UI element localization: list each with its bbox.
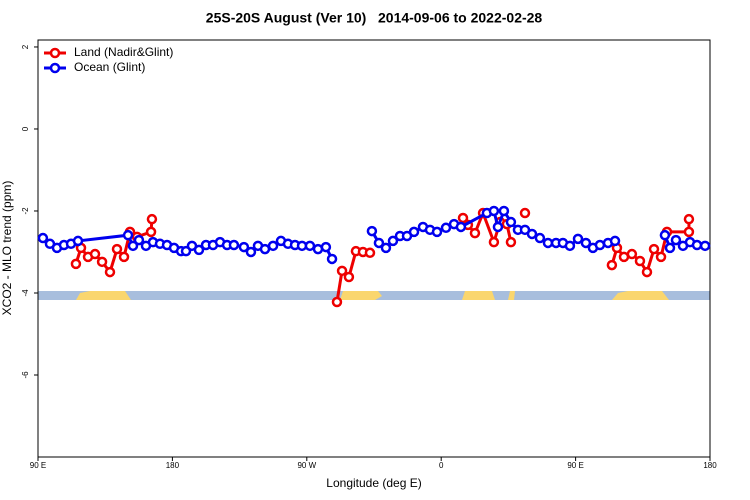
- data-point: [683, 213, 695, 225]
- land-band: [508, 291, 515, 300]
- data-point: [634, 255, 646, 267]
- x-tick-label: 90 E: [567, 461, 583, 470]
- x-axis-label: Longitude (deg E): [326, 476, 421, 490]
- data-point: [594, 239, 606, 251]
- data-point: [336, 265, 348, 277]
- data-point: [37, 232, 49, 244]
- data-point: [664, 242, 676, 254]
- data-point: [96, 256, 108, 268]
- plot-frame: [37, 39, 711, 458]
- legend-marker: [49, 62, 61, 74]
- data-point: [534, 232, 546, 244]
- data-point: [122, 229, 134, 241]
- data-point: [259, 243, 271, 255]
- data-point: [326, 253, 338, 265]
- data-point: [519, 207, 531, 219]
- data-point: [89, 248, 101, 260]
- data-point: [238, 241, 250, 253]
- data-point: [331, 296, 343, 308]
- data-point: [267, 240, 279, 252]
- data-point: [127, 240, 139, 252]
- data-point: [304, 240, 316, 252]
- x-tick-label: 0: [439, 461, 444, 470]
- data-point: [228, 239, 240, 251]
- land-band: [612, 291, 669, 300]
- data-point: [408, 226, 420, 238]
- data-point: [505, 216, 517, 228]
- data-point: [366, 225, 378, 237]
- y-tick-label: -2: [21, 207, 30, 215]
- data-point: [670, 234, 682, 246]
- land-band: [462, 291, 495, 300]
- surface-band: [38, 291, 710, 300]
- chart-title: 25S-20S August (Ver 10) 2014-09-06 to 20…: [206, 10, 543, 26]
- data-point: [70, 258, 82, 270]
- data-point: [387, 235, 399, 247]
- data-point: [364, 247, 376, 259]
- data-point: [626, 248, 638, 260]
- data-point: [609, 235, 621, 247]
- data-point: [699, 240, 711, 252]
- data-point: [133, 234, 145, 246]
- data-point: [431, 226, 443, 238]
- x-tick-label: 90 E: [30, 461, 46, 470]
- data-point: [380, 242, 392, 254]
- data-point: [193, 244, 205, 256]
- data-point: [606, 259, 618, 271]
- legend-label: Ocean (Glint): [74, 60, 145, 74]
- data-point: [580, 237, 592, 249]
- data-point: [691, 239, 703, 251]
- data-point: [648, 243, 660, 255]
- data-point: [118, 251, 130, 263]
- land-band: [340, 291, 382, 300]
- data-point: [488, 236, 500, 248]
- data-point: [373, 237, 385, 249]
- data-point: [498, 205, 510, 217]
- data-point: [641, 266, 653, 278]
- y-tick-label: -4: [21, 289, 30, 297]
- data-point: [488, 205, 500, 217]
- data-point: [505, 236, 517, 248]
- data-point: [440, 222, 452, 234]
- data-point: [457, 212, 469, 224]
- data-point: [655, 251, 667, 263]
- data-point: [492, 221, 504, 233]
- x-tick-label: 90 W: [297, 461, 316, 470]
- data-point: [564, 240, 576, 252]
- data-point: [320, 241, 332, 253]
- data-point: [343, 271, 355, 283]
- data-point: [146, 213, 158, 225]
- y-tick-label: 2: [21, 44, 30, 49]
- data-point: [104, 266, 116, 278]
- legend-marker: [49, 47, 61, 59]
- data-point: [542, 237, 554, 249]
- data-point: [526, 228, 538, 240]
- data-point: [145, 226, 157, 238]
- data-point: [659, 229, 671, 241]
- legend-label: Land (Nadir&Glint): [74, 45, 173, 59]
- data-point: [245, 246, 257, 258]
- data-point: [683, 226, 695, 238]
- data-point: [111, 243, 123, 255]
- data-point: [572, 233, 584, 245]
- data-point: [72, 235, 84, 247]
- x-tick-label: 180: [703, 461, 717, 470]
- y-tick-label: -6: [21, 371, 30, 379]
- data-point: [469, 227, 481, 239]
- series-line: [74, 208, 691, 303]
- land-band: [76, 291, 131, 300]
- x-tick-label: 180: [166, 461, 180, 470]
- y-tick-label: 0: [21, 126, 30, 131]
- data-point: [455, 221, 467, 233]
- y-axis-label: XCO2 - MLO trend (ppm): [0, 181, 14, 316]
